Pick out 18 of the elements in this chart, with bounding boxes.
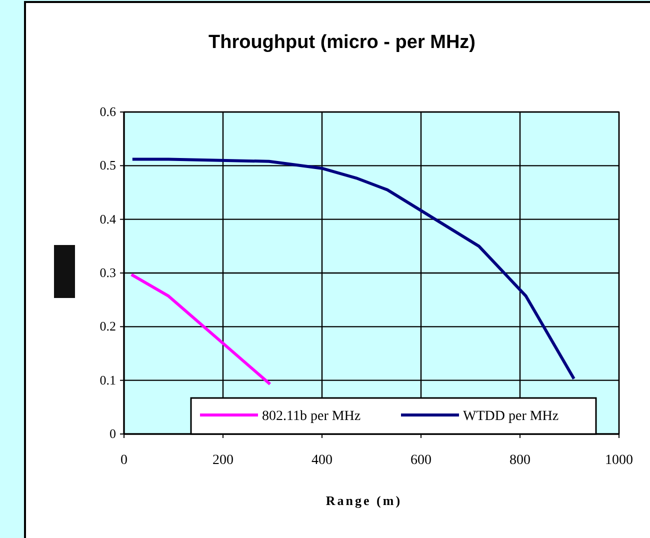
- x-tick-label: 400: [312, 453, 332, 468]
- line-series: [130, 158, 576, 380]
- y-tick-label: 0.5: [100, 158, 116, 173]
- chart-title: Throughput (micro - per MHz): [208, 32, 476, 53]
- x-tick-label: 0: [120, 453, 128, 468]
- y-tick-label: 0.1: [100, 372, 116, 388]
- x-tick-label: 1000: [605, 453, 633, 468]
- y-tick-label: 0: [110, 426, 116, 441]
- x-tick-label: 800: [510, 453, 530, 468]
- y-tick-label: 0.2: [100, 318, 116, 334]
- y-tick-label: 0.3: [100, 265, 116, 280]
- legend-label: 802.11b per MHz: [262, 409, 361, 424]
- x-tick-label: 200: [212, 453, 234, 468]
- x-axis-title: Range (m): [326, 493, 402, 508]
- legend-label: WTDD per MHz: [463, 409, 559, 424]
- y-tick-label: 0.4: [100, 211, 116, 226]
- y-tick-label: 0.6: [100, 104, 116, 119]
- x-tick-label: 600: [410, 453, 432, 468]
